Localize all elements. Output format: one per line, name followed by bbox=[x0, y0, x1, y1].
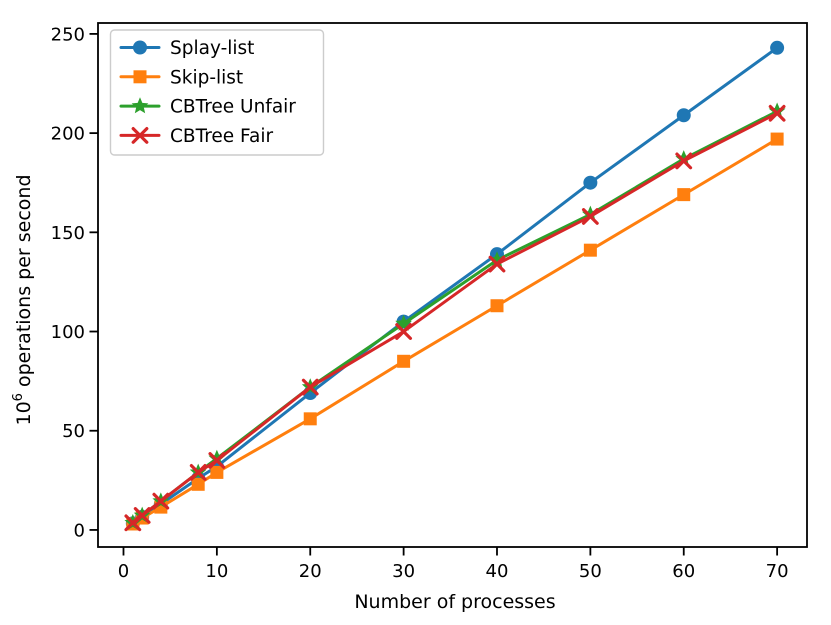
series-splay-list-circle-marker bbox=[770, 40, 785, 55]
series-cbtree-fair-x-marker bbox=[152, 492, 170, 510]
y-tick-label: 200 bbox=[51, 124, 85, 145]
y-axis-label: 106 operations per second bbox=[11, 174, 35, 425]
x-tick-label: 20 bbox=[299, 561, 322, 582]
series-skip-list-square-marker bbox=[397, 354, 411, 368]
series-cbtree-fair-x-marker bbox=[301, 378, 319, 396]
y-tick-label: 50 bbox=[62, 421, 85, 442]
x-tick-label: 60 bbox=[672, 561, 695, 582]
legend-skip-list-square-marker bbox=[133, 70, 147, 84]
series-splay-list-circle-marker bbox=[583, 175, 598, 190]
series-skip-list-square-marker bbox=[770, 132, 784, 146]
legend-label-skip-list: Skip-list bbox=[170, 67, 243, 88]
legend-cbtree-fair-x-marker bbox=[131, 127, 149, 144]
legend-label-cbtree-fair: CBTree Fair bbox=[170, 126, 273, 147]
series-skip-list-square-marker bbox=[303, 412, 317, 426]
series-cbtree-fair-x-marker bbox=[488, 255, 506, 273]
series-skip-list-square-marker bbox=[677, 188, 691, 202]
legend-splay-list-circle-marker bbox=[133, 40, 147, 55]
x-tick-label: 70 bbox=[766, 561, 789, 582]
series-cbtree-fair-x-marker bbox=[208, 452, 226, 469]
series-line-cbtree-unfair bbox=[131, 109, 779, 525]
series-cbtree-fair-x-marker bbox=[675, 152, 693, 170]
series-line-cbtree-fair bbox=[131, 111, 779, 525]
x-axis-label: Number of processes bbox=[354, 591, 555, 613]
legend-label-cbtree-unfair: CBTree Unfair bbox=[170, 97, 296, 118]
series-cbtree-fair-x-marker bbox=[189, 463, 207, 481]
y-axis-label-base: 10 bbox=[13, 401, 35, 425]
legend-label-splay-list: Splay-list bbox=[170, 38, 254, 59]
x-tick-label: 30 bbox=[392, 561, 415, 582]
series-cbtree-fair-x-marker bbox=[395, 323, 413, 340]
series-skip-list-square-marker bbox=[490, 299, 504, 313]
x-tick-label: 0 bbox=[118, 561, 129, 582]
y-tick-label: 0 bbox=[74, 520, 85, 541]
y-axis-label-rest: operations per second bbox=[13, 174, 35, 393]
series-skip-list-square-marker bbox=[210, 465, 224, 479]
y-axis-label-superscript: 6 bbox=[11, 393, 26, 401]
plot-border bbox=[97, 22, 808, 548]
y-tick-label: 150 bbox=[51, 223, 85, 244]
legend-cbtree-unfair-star-marker bbox=[131, 97, 149, 114]
y-tick-label: 250 bbox=[51, 24, 85, 45]
series-skip-list-square-marker bbox=[191, 477, 205, 491]
x-tick-label: 40 bbox=[486, 561, 509, 582]
series-cbtree-fair-x-marker bbox=[133, 507, 151, 524]
legend-box bbox=[109, 29, 325, 156]
series-cbtree-fair-x-marker bbox=[581, 208, 599, 225]
series-splay-list-circle-marker bbox=[676, 108, 691, 123]
series-skip-list-square-marker bbox=[583, 243, 597, 257]
x-tick-label: 10 bbox=[205, 561, 228, 582]
series-cbtree-fair-x-marker bbox=[768, 104, 786, 122]
x-tick-label: 50 bbox=[579, 561, 602, 582]
y-tick-label: 100 bbox=[51, 322, 85, 343]
